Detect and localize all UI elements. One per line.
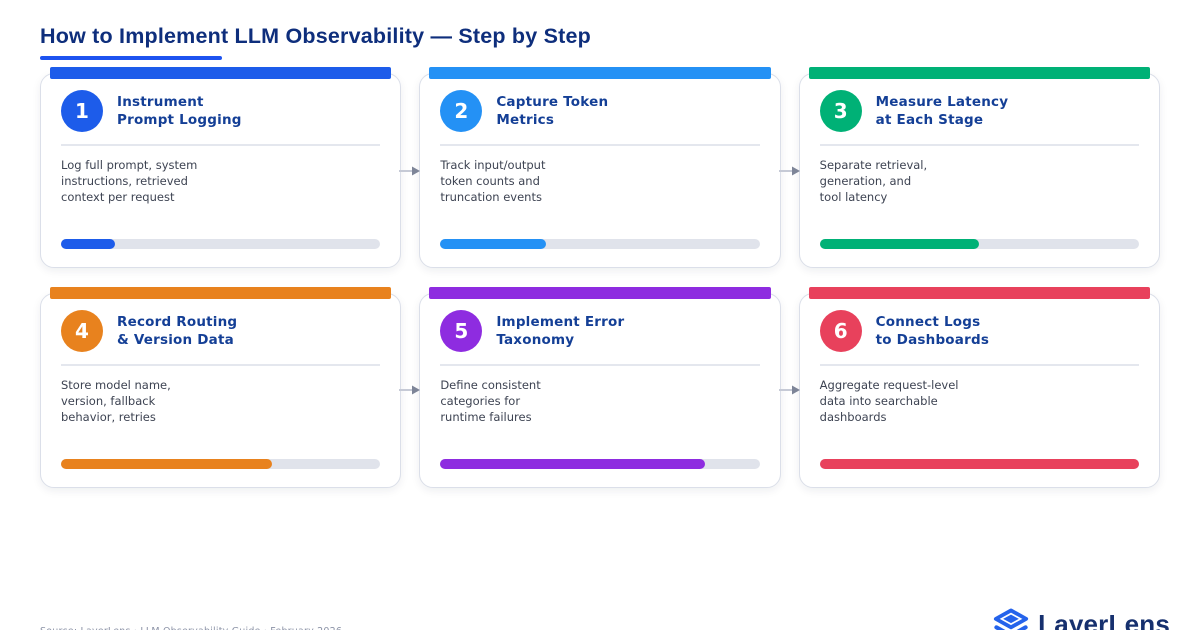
step-title-line: Metrics [496, 112, 555, 128]
brand-logo: LayerLens [993, 608, 1170, 630]
step-title-line: Measure Latency [875, 94, 1009, 110]
right-arrow-icon [779, 385, 800, 395]
right-arrow-icon [779, 166, 800, 176]
description-line: token counts and [440, 174, 540, 188]
right-arrow-icon [399, 385, 420, 395]
step-card: 5 Implement Error Taxonomy Define consis… [419, 287, 781, 488]
progress-fill [819, 239, 980, 249]
divider [819, 364, 1139, 366]
step-description: Track input/output token counts and trun… [440, 157, 759, 205]
step-header: 6 Connect Logs to Dashboards [819, 294, 1139, 352]
description-line: data into searchable [819, 394, 938, 408]
step-title: Record Routing & Version Data [117, 313, 237, 349]
step-description: Separate retrieval, generation, and tool… [820, 157, 1139, 205]
step-number-badge: 6 [819, 310, 862, 352]
description-line: truncation events [440, 190, 542, 204]
page-title: How to Implement LLM Observability — Ste… [40, 24, 591, 48]
step-header: 3 Measure Latency at Each Stage [819, 74, 1139, 132]
step-description: Aggregate request-level data into search… [820, 377, 1139, 425]
progress-fill [61, 459, 272, 469]
progress-fill [819, 459, 1139, 469]
description-line: generation, and [819, 174, 912, 188]
description-line: Separate retrieval, [819, 158, 928, 172]
step-number-badge: 5 [440, 310, 483, 352]
step-title-line: Prompt Logging [117, 112, 242, 128]
step-number-badge: 2 [440, 90, 483, 132]
progress-track [61, 239, 381, 249]
page: How to Implement LLM Observability — Ste… [0, 23, 1200, 630]
divider [61, 364, 381, 366]
step-accent-bar [808, 67, 1150, 79]
step-title-line: & Version Data [117, 332, 234, 348]
step-title-line: Connect Logs [875, 314, 981, 330]
description-line: categories for [440, 394, 521, 408]
step-title: Connect Logs to Dashboards [876, 313, 989, 349]
title-underline [40, 56, 222, 60]
step-title: Capture Token Metrics [496, 93, 608, 129]
step-accent-bar [50, 67, 392, 79]
footer: Source: LayerLens · LLM Observability Gu… [40, 608, 1170, 630]
step-accent-bar [808, 287, 1150, 299]
step-title: Instrument Prompt Logging [117, 93, 242, 129]
step-number-badge: 4 [61, 310, 103, 352]
description-line: Aggregate request-level [819, 378, 959, 392]
step-title: Implement Error Taxonomy [496, 313, 624, 349]
step-description: Log full prompt, system instructions, re… [61, 157, 380, 205]
divider [440, 364, 760, 366]
source-text: Source: LayerLens · LLM Observability Gu… [40, 626, 342, 630]
step-card: 4 Record Routing & Version Data Store mo… [40, 287, 402, 488]
step-header: 4 Record Routing & Version Data [61, 294, 380, 352]
step-accent-bar [429, 67, 771, 79]
divider [440, 144, 760, 146]
description-line: behavior, retries [61, 410, 156, 424]
description-line: Track input/output [440, 158, 546, 172]
step-accent-bar [429, 287, 771, 299]
description-line: instructions, retrieved [61, 174, 188, 188]
progress-track [819, 459, 1139, 469]
progress-track [440, 239, 760, 249]
step-title-line: at Each Stage [875, 112, 984, 128]
step-description: Store model name, version, fallback beha… [61, 377, 380, 425]
step-card: 2 Capture Token Metrics Track input/outp… [419, 67, 781, 268]
description-line: runtime failures [440, 410, 532, 424]
step-title-line: to Dashboards [875, 332, 990, 348]
step-title-line: Record Routing [117, 314, 238, 330]
right-arrow-icon [399, 166, 420, 176]
step-header: 5 Implement Error Taxonomy [440, 294, 759, 352]
progress-fill [440, 459, 706, 469]
progress-fill [440, 239, 546, 249]
step-header: 2 Capture Token Metrics [440, 74, 759, 132]
progress-track [61, 459, 381, 469]
description-line: Log full prompt, system [61, 158, 198, 172]
step-title-line: Instrument [117, 94, 204, 110]
step-card: 6 Connect Logs to Dashboards Aggregate r… [798, 287, 1160, 488]
description-line: tool latency [819, 190, 888, 204]
step-title: Measure Latency at Each Stage [876, 93, 1009, 129]
divider [819, 144, 1139, 146]
description-line: context per request [61, 190, 175, 204]
step-number-badge: 1 [61, 90, 103, 132]
step-title-line: Capture Token [496, 94, 609, 110]
progress-track [440, 459, 760, 469]
step-card: 1 Instrument Prompt Logging Log full pro… [40, 67, 402, 268]
progress-fill [61, 239, 116, 249]
divider [61, 144, 381, 146]
step-accent-bar [50, 287, 392, 299]
step-title-line: Implement Error [496, 314, 625, 330]
step-description: Define consistent categories for runtime… [440, 377, 759, 425]
steps-grid: 1 Instrument Prompt Logging Log full pro… [40, 67, 1160, 488]
description-line: dashboards [819, 410, 887, 424]
layers-icon [994, 608, 1029, 630]
progress-track [819, 239, 1139, 249]
step-number-badge: 3 [819, 90, 862, 132]
description-line: Store model name, [61, 378, 171, 392]
step-title-line: Taxonomy [496, 332, 575, 348]
description-line: version, fallback [61, 394, 156, 408]
description-line: Define consistent [440, 378, 541, 392]
step-card: 3 Measure Latency at Each Stage Separate… [798, 67, 1160, 268]
step-header: 1 Instrument Prompt Logging [61, 74, 380, 132]
brand-name: LayerLens [1038, 609, 1170, 630]
